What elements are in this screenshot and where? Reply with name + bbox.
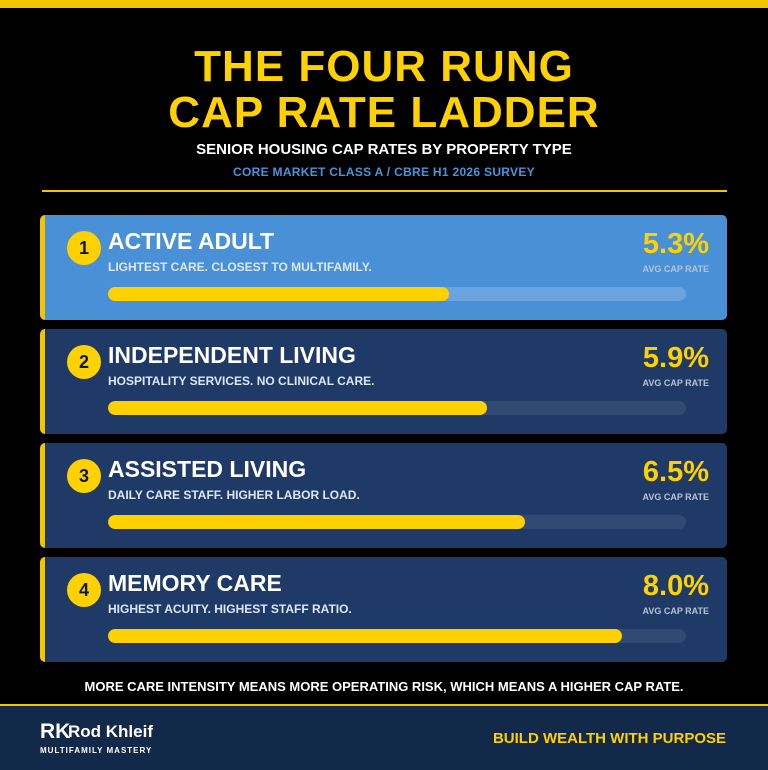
rung-cap-rate-label: AVG CAP RATE bbox=[642, 492, 709, 502]
brand-tagline: MULTIFAMILY MASTERY bbox=[40, 746, 153, 755]
source-note: CORE MARKET CLASS A / CBRE H1 2026 SURVE… bbox=[233, 165, 535, 179]
rung-cap-rate: 5.3% bbox=[642, 228, 709, 260]
rung-bar-track bbox=[108, 629, 686, 643]
rung-bar-track bbox=[108, 287, 686, 301]
title-line-1: THE FOUR RUNG bbox=[194, 42, 574, 91]
rung-description: DAILY CARE STAFF. HIGHER LABOR LOAD. bbox=[108, 488, 360, 502]
rung-title: ACTIVE ADULT bbox=[108, 228, 275, 254]
rung-bar-track bbox=[108, 515, 686, 529]
slogan: BUILD WEALTH WITH PURPOSE bbox=[492, 730, 726, 747]
rung-card-assisted-living: 3 ASSISTED LIVING DAILY CARE STAFF. HIGH… bbox=[40, 443, 727, 548]
rung-bar-fill bbox=[108, 515, 526, 529]
rung-cap-rate: 6.5% bbox=[642, 456, 709, 488]
rung-bar-track bbox=[108, 401, 686, 415]
rung-cap-rate-label: AVG CAP RATE bbox=[642, 378, 709, 388]
title-line-2: CAP RATE LADDER bbox=[168, 88, 600, 137]
rung-cap-rate-label: AVG CAP RATE bbox=[642, 264, 709, 274]
rung-cap-rate-label: AVG CAP RATE bbox=[642, 606, 709, 616]
rung-number-badge: 3 bbox=[67, 459, 101, 493]
rung-title: ASSISTED LIVING bbox=[108, 456, 307, 482]
rung-number-badge: 4 bbox=[67, 573, 101, 607]
rung-description: HOSPITALITY SERVICES. NO CLINICAL CARE. bbox=[108, 374, 375, 388]
header-divider bbox=[42, 190, 727, 192]
rung-bar-fill bbox=[108, 401, 488, 415]
rung-card-active-adult: 1 ACTIVE ADULT LIGHTEST CARE. CLOSEST TO… bbox=[40, 215, 727, 320]
footer-bar: RK Rod Khleif MULTIFAMILY MASTERY BUILD … bbox=[0, 704, 768, 770]
rung-cap-rate: 5.9% bbox=[642, 342, 709, 374]
top-accent-stripe bbox=[0, 0, 768, 8]
rung-number-badge: 1 bbox=[67, 231, 101, 265]
rung-bar-fill bbox=[108, 287, 450, 301]
rk-logo-mark: RK bbox=[40, 720, 71, 743]
rung-cap-rate: 8.0% bbox=[642, 570, 709, 602]
subtitle: SENIOR HOUSING CAP RATES BY PROPERTY TYP… bbox=[196, 141, 572, 158]
rung-description: LIGHTEST CARE. CLOSEST TO MULTIFAMILY. bbox=[108, 260, 372, 274]
rung-card-independent-living: 2 INDEPENDENT LIVING HOSPITALITY SERVICE… bbox=[40, 329, 727, 434]
footnote: MORE CARE INTENSITY MEANS MORE OPERATING… bbox=[84, 679, 684, 694]
rung-card-memory-care: 4 MEMORY CARE HIGHEST ACUITY. HIGHEST ST… bbox=[40, 557, 727, 662]
rung-bar-fill bbox=[108, 629, 622, 643]
rung-number-badge: 2 bbox=[67, 345, 101, 379]
brand-name: Rod Khleif bbox=[68, 722, 153, 741]
rung-description: HIGHEST ACUITY. HIGHEST STAFF RATIO. bbox=[108, 602, 352, 616]
rung-title: INDEPENDENT LIVING bbox=[108, 342, 356, 368]
rung-title: MEMORY CARE bbox=[108, 570, 282, 596]
